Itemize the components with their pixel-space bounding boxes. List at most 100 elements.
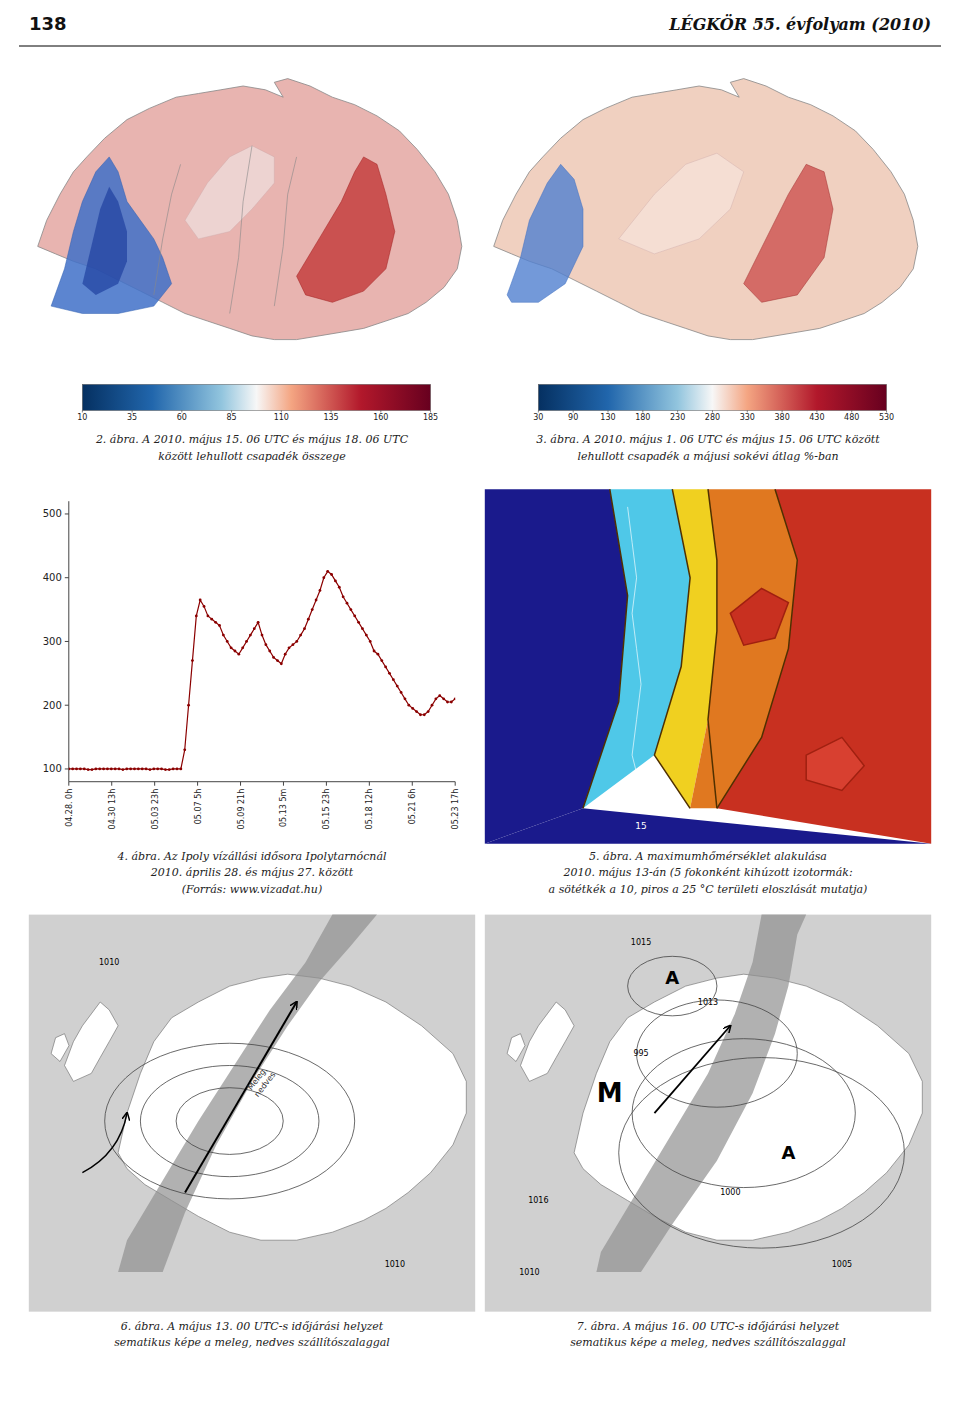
point xyxy=(388,672,391,675)
text-line: 3. ábra. A 2010. május 1. 06 UTC és máju… xyxy=(536,433,880,446)
annotation: 1015 xyxy=(631,938,651,947)
colorbar-tick-label: 130 xyxy=(600,413,615,422)
isobar xyxy=(628,956,717,1016)
x-tick xyxy=(240,782,241,786)
point xyxy=(342,595,345,598)
contour xyxy=(274,157,296,306)
text-line: 1010 xyxy=(385,1260,405,1269)
point xyxy=(152,768,155,771)
point xyxy=(83,768,86,771)
point xyxy=(172,768,175,771)
text-line: 1010 xyxy=(99,958,119,967)
annotation: 15 xyxy=(635,821,646,831)
y-tick-label: 500 xyxy=(43,508,62,519)
text-line: (Forrás: www.vizadat.hu) xyxy=(182,883,322,896)
land xyxy=(65,1002,119,1081)
point xyxy=(264,643,267,646)
conveyor-belt xyxy=(596,915,806,1272)
line-chart: 10020030040050004.28. 0h04.30 13h05.03 2… xyxy=(43,501,460,829)
x-tick-label: 05.18 12h xyxy=(365,789,374,830)
point xyxy=(353,615,356,618)
point xyxy=(222,634,225,637)
y-tick xyxy=(65,513,69,514)
point xyxy=(168,768,171,771)
x-tick xyxy=(369,782,370,786)
blob xyxy=(806,737,864,790)
contour xyxy=(230,146,252,314)
arrow xyxy=(82,1113,127,1173)
text-line: 1016 xyxy=(528,1196,548,1205)
colorbar-tick-label: 230 xyxy=(670,413,685,422)
point xyxy=(207,615,210,618)
text-line: 995 xyxy=(633,1049,648,1058)
point xyxy=(218,624,221,627)
point xyxy=(164,768,167,771)
point xyxy=(195,615,198,618)
point xyxy=(110,768,113,771)
conveyor-belt xyxy=(118,915,377,1272)
point xyxy=(330,573,333,576)
point xyxy=(272,656,275,659)
annotation: 1010 xyxy=(519,1268,539,1277)
text-line: 5. ábra. A maximumhőmérséklet alakulása xyxy=(589,850,827,863)
point xyxy=(257,621,260,624)
region xyxy=(507,164,583,302)
page-number: 138 xyxy=(29,13,67,34)
caption: 2. ábra. A 2010. május 15. 06 UTC és máj… xyxy=(95,433,409,463)
text-line: 2010. április 28. és május 27. között xyxy=(150,866,354,879)
text-line: lehullott csapadék a májusi sokévi átlag… xyxy=(577,450,838,463)
y-tick xyxy=(65,705,69,706)
point xyxy=(75,768,78,771)
point xyxy=(98,768,101,771)
point xyxy=(129,768,132,771)
point xyxy=(334,579,337,582)
point xyxy=(407,704,410,707)
colorbar-tick xyxy=(816,410,817,412)
point xyxy=(245,640,248,643)
colorbar-tick-label: 10 xyxy=(77,413,87,422)
point xyxy=(261,634,264,637)
colorbar-tick xyxy=(782,410,783,412)
point xyxy=(125,768,128,771)
point xyxy=(253,627,256,630)
colorbar-tick-label: 135 xyxy=(323,413,338,422)
point xyxy=(106,768,109,771)
contour xyxy=(154,164,181,295)
point xyxy=(118,768,121,771)
text-line: nedves xyxy=(253,1070,278,1098)
country-outline xyxy=(494,79,918,340)
y-tick xyxy=(65,768,69,769)
text-line: 4. ábra. Az Ipoly vízállási idősora Ipol… xyxy=(117,850,387,863)
point xyxy=(145,768,148,771)
isotherm xyxy=(583,489,628,808)
point xyxy=(71,768,74,771)
point xyxy=(237,653,240,656)
point xyxy=(361,627,364,630)
text-line: 1013 xyxy=(698,998,718,1007)
point xyxy=(292,643,295,646)
caption: 3. ábra. A 2010. május 1. 06 UTC és máju… xyxy=(536,433,880,463)
colorbar xyxy=(538,384,886,410)
colorbar-tick-label: 430 xyxy=(809,413,824,422)
annotation: Meleg,nedves xyxy=(245,1064,277,1098)
colorbar-tick xyxy=(132,410,133,412)
text-line: 1015 xyxy=(631,938,651,947)
x-tick xyxy=(68,782,69,786)
point xyxy=(377,653,380,656)
series xyxy=(69,570,455,771)
isobars xyxy=(619,956,905,1248)
text-line: 1010 xyxy=(519,1268,539,1277)
text-line: 2010. május 13-án (5 fokonként kihúzott … xyxy=(562,866,852,879)
synoptic-map: MAA101510139951000100510101016 xyxy=(485,915,931,1312)
isobar xyxy=(176,1088,283,1155)
x-tick-label: 05.03 23h xyxy=(151,789,160,830)
point xyxy=(102,768,105,771)
text-line: között lehullott csapadék összege xyxy=(158,450,346,463)
point xyxy=(303,627,306,630)
point xyxy=(69,768,70,771)
region xyxy=(51,157,172,314)
region xyxy=(619,153,744,254)
header-rule xyxy=(19,46,941,47)
point xyxy=(434,697,437,700)
isotherm xyxy=(654,489,690,808)
